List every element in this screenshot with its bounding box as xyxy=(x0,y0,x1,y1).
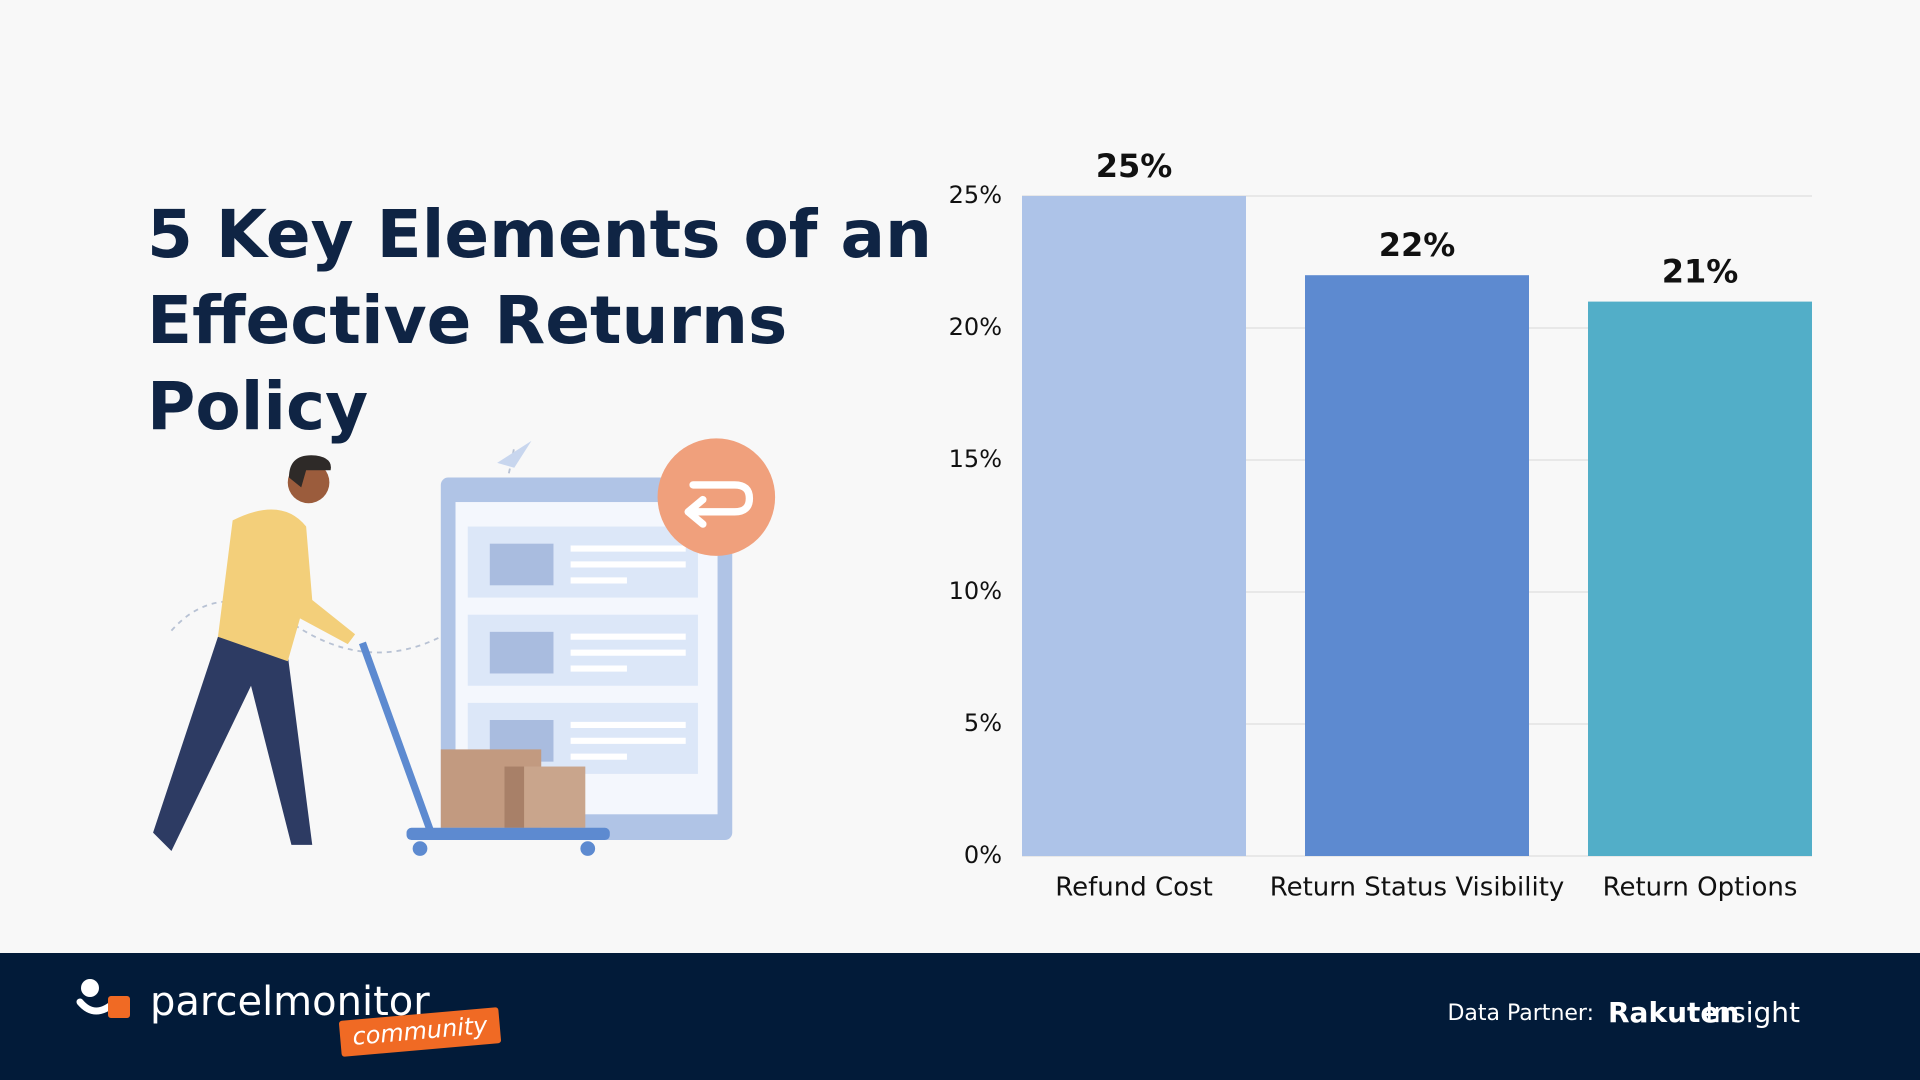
y-tick-label: 25% xyxy=(949,181,1002,209)
value-label: 21% xyxy=(1662,253,1739,291)
brand-logo xyxy=(76,979,130,1018)
y-tick-label: 5% xyxy=(964,709,1002,737)
illustration xyxy=(153,438,776,856)
partner-name: Rakuten xyxy=(1608,996,1739,1029)
partner-sub: Insight xyxy=(1705,996,1800,1029)
x-tick-label: Return Options xyxy=(1603,873,1798,903)
y-tick-label: 20% xyxy=(949,313,1002,341)
bar xyxy=(1588,301,1812,857)
value-label: 25% xyxy=(1096,147,1173,185)
y-tick-label: 10% xyxy=(949,577,1002,605)
x-tick-label: Refund Cost xyxy=(1055,873,1213,903)
y-tick-label: 15% xyxy=(949,445,1002,473)
footer xyxy=(0,953,1920,1080)
y-tick-label: 0% xyxy=(964,841,1002,869)
value-label: 22% xyxy=(1379,226,1456,264)
bar xyxy=(1305,275,1529,856)
x-tick-label: Return Status Visibility xyxy=(1270,873,1565,903)
page-title: 5 Key Elements of an Effective Returns P… xyxy=(147,196,933,445)
partner-label: Data Partner: xyxy=(1447,1001,1594,1026)
bar xyxy=(1022,196,1246,856)
